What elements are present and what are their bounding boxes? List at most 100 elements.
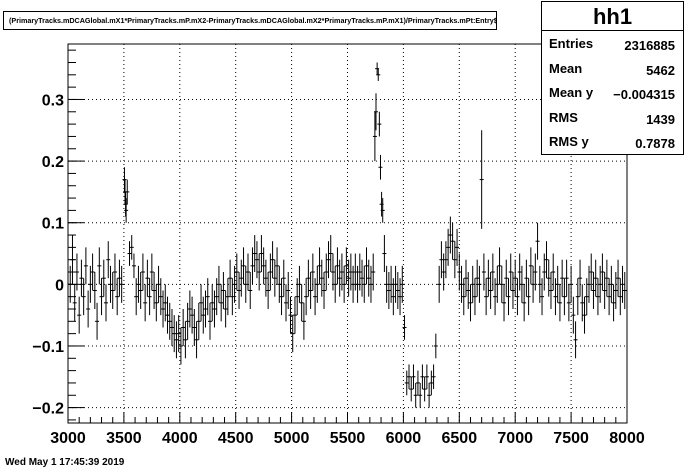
data-point	[266, 272, 271, 309]
data-point	[205, 278, 210, 316]
data-point	[106, 241, 111, 279]
data-point	[613, 272, 618, 309]
data-point	[122, 167, 127, 192]
data-point	[411, 364, 416, 390]
data-point	[310, 253, 315, 291]
data-point	[252, 235, 257, 273]
data-point	[127, 241, 132, 266]
data-point	[366, 259, 371, 297]
data-point	[571, 296, 576, 334]
data-point	[163, 284, 168, 322]
data-point	[586, 265, 591, 303]
data-point	[537, 265, 542, 303]
data-point	[439, 241, 444, 279]
data-point	[486, 259, 491, 297]
data-point	[506, 278, 511, 316]
data-point	[466, 272, 471, 309]
data-point	[178, 327, 183, 365]
data-point	[564, 259, 569, 297]
data-point	[557, 284, 562, 322]
data-point	[284, 284, 289, 322]
data-point	[172, 315, 177, 353]
data-point	[384, 265, 389, 303]
data-point	[598, 265, 603, 303]
data-point	[245, 253, 250, 291]
data-point	[241, 247, 246, 285]
data-point	[342, 265, 347, 303]
data-point	[315, 265, 320, 303]
data-point	[207, 302, 212, 340]
data-point	[339, 253, 344, 291]
data-point	[275, 247, 280, 285]
data-point	[616, 259, 621, 297]
data-point	[212, 290, 217, 328]
data-point	[459, 265, 464, 303]
data-point	[578, 259, 583, 297]
data-point	[580, 284, 585, 322]
data-point	[490, 253, 495, 291]
data-point	[535, 222, 540, 260]
data-point	[254, 241, 259, 279]
data-point	[161, 290, 166, 328]
data-point	[542, 253, 547, 291]
stats-box: hh1 Entries 2316885 Mean 5462 Mean y −0.…	[541, 1, 684, 155]
data-point	[192, 308, 197, 346]
data-point	[281, 259, 286, 297]
data-point	[618, 278, 623, 316]
data-point	[348, 253, 353, 291]
data-point	[190, 296, 195, 334]
data-point	[573, 321, 578, 359]
data-point	[138, 272, 143, 309]
data-point	[452, 241, 457, 279]
data-point	[346, 259, 351, 297]
data-point	[225, 278, 230, 316]
data-point	[540, 278, 545, 316]
data-point	[234, 253, 239, 291]
data-point	[263, 259, 268, 297]
data-point	[464, 259, 469, 297]
data-point	[475, 259, 480, 297]
data-point	[288, 296, 293, 334]
data-point	[317, 247, 322, 285]
data-point	[378, 154, 383, 180]
data-point	[515, 278, 520, 316]
data-point	[488, 272, 493, 309]
data-point	[380, 198, 385, 223]
data-point	[214, 278, 219, 316]
data-point	[156, 265, 161, 303]
data-point	[470, 265, 475, 303]
data-point	[134, 278, 139, 316]
data-point	[595, 278, 600, 316]
data-point	[115, 278, 120, 316]
data-point	[169, 308, 174, 346]
x-tick-label: 7500	[553, 430, 589, 447]
y-tick-label: −0.1	[32, 339, 64, 356]
data-point	[551, 253, 556, 291]
data-point	[415, 370, 420, 396]
stats-histogram-name: hh1	[542, 2, 683, 31]
data-point	[68, 265, 73, 303]
data-point	[357, 253, 362, 291]
data-point	[391, 278, 396, 316]
data-point	[477, 265, 482, 303]
x-tick-label: 6000	[386, 430, 422, 447]
data-point	[522, 284, 527, 322]
data-point	[297, 265, 302, 303]
data-point	[259, 235, 264, 273]
data-point	[575, 278, 580, 316]
data-point	[199, 284, 204, 322]
data-point	[374, 93, 379, 131]
data-point	[510, 272, 515, 309]
x-tick-label: 4500	[218, 430, 254, 447]
x-tick-label: 7000	[497, 430, 533, 447]
data-point	[508, 253, 513, 291]
data-point	[145, 259, 150, 297]
x-tick-label: 5500	[330, 430, 366, 447]
data-point	[413, 382, 418, 408]
stats-value: 0.7878	[635, 136, 675, 152]
data-point	[319, 259, 324, 297]
data-point	[600, 253, 605, 291]
data-point	[526, 278, 531, 316]
y-tick-label: −0.2	[32, 401, 64, 418]
data-point	[337, 259, 342, 297]
